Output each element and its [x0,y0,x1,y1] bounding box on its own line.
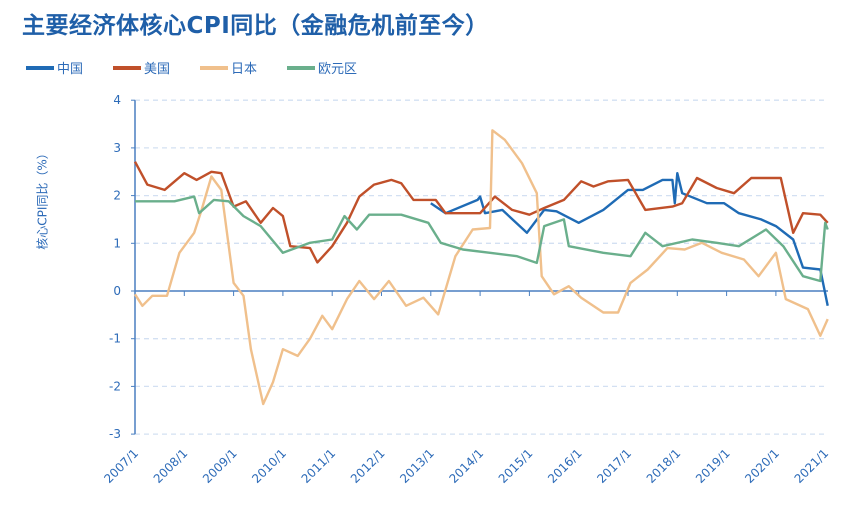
series-line-美国 [133,161,829,264]
legend-item-us: 美国 [113,58,170,77]
y-tick-label: -2 [109,379,121,393]
legend-swatch [26,65,54,70]
x-tick-label: 2009/1 [200,446,240,486]
y-tick-label: -3 [109,427,121,441]
x-tick-label: 2021/1 [792,446,832,486]
series-line-日本 [133,129,829,406]
x-tick-label: 2018/1 [644,446,684,486]
x-tick-label: 2013/1 [397,446,437,486]
x-tick-label: 2012/1 [348,446,388,486]
legend-item-euro: 欧元区 [287,58,357,77]
x-tick-label: 2008/1 [151,446,191,486]
legend-label: 欧元区 [318,62,358,77]
x-tick-label: 2016/1 [545,446,585,486]
x-tick-label: 2019/1 [693,446,733,486]
legend-item-japan: 日本 [200,58,257,77]
y-tick-label: 0 [113,284,121,298]
x-tick-label: 2015/1 [496,446,536,486]
x-tick-label: 2020/1 [742,446,782,486]
legend-label: 中国 [57,62,84,77]
legend-label: 美国 [144,62,171,77]
x-tick-label: 2007/1 [101,446,141,486]
legend: 中国 美国 日本 欧元区 [26,58,357,77]
y-tick-label: -1 [109,332,121,346]
legend-item-china: 中国 [26,58,83,77]
x-tick-label: 2017/1 [594,446,634,486]
x-tick-label: 2010/1 [249,446,289,486]
legend-label: 日本 [231,62,258,77]
y-tick-label: 4 [113,93,121,107]
y-tick-label: 3 [113,141,121,155]
legend-swatch [287,65,316,70]
x-tick-label: 2011/1 [299,446,339,486]
y-tick-label: 1 [113,236,121,250]
legend-swatch [113,65,142,70]
chart-title: 主要经济体核心CPI同比（金融危机前至今） [22,13,489,39]
series-line-欧元区 [135,195,829,283]
legend-swatch [200,65,229,70]
x-tick-label: 2014/1 [446,446,486,486]
y-tick-label: 2 [113,189,121,203]
